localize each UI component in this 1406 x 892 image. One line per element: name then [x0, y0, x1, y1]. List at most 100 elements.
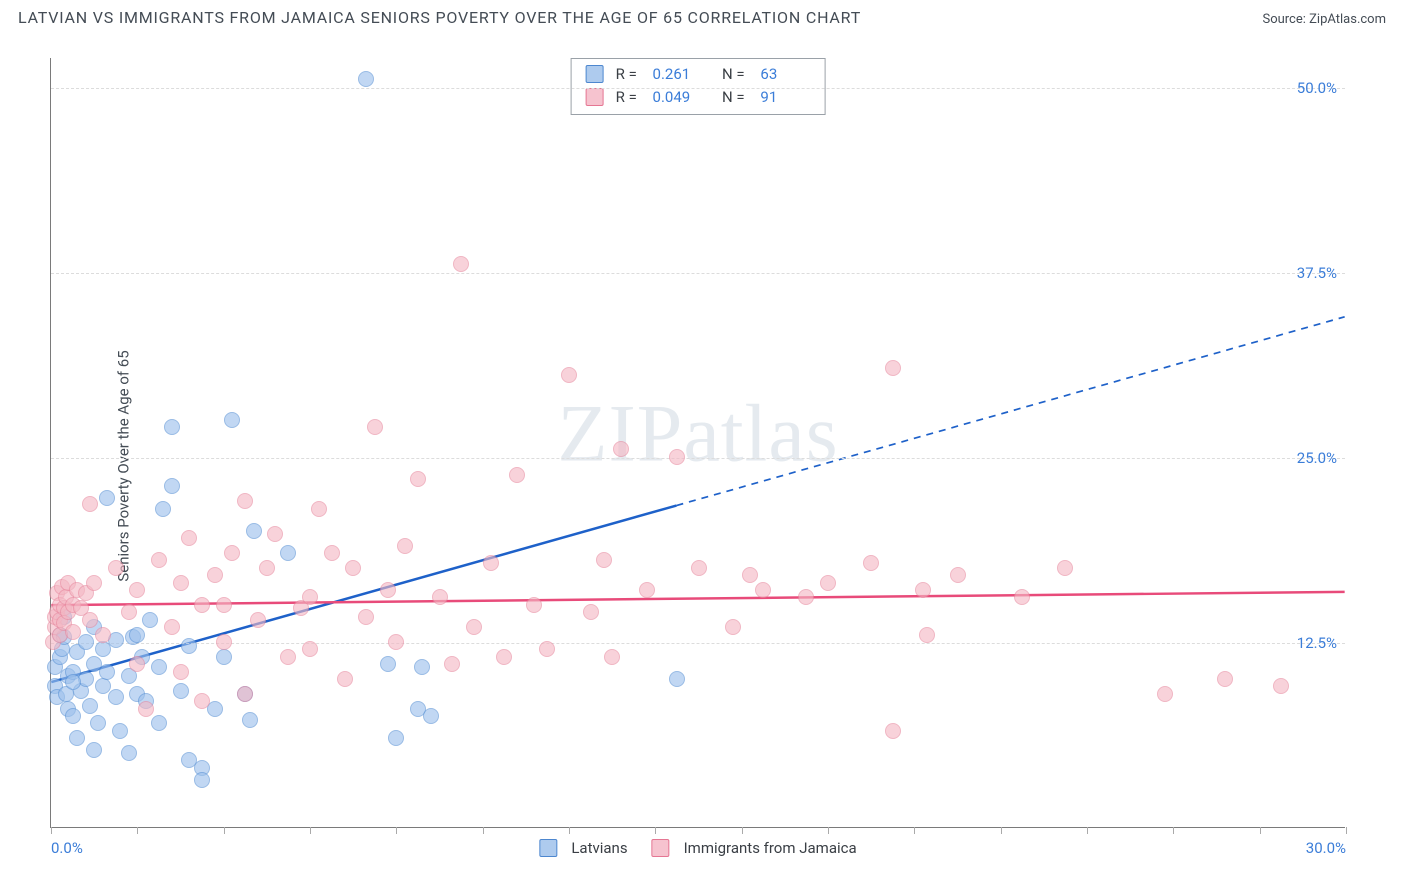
data-point-jamaica [444, 656, 460, 672]
stat-n-value: 63 [760, 63, 810, 86]
source-link[interactable]: ZipAtlas.com [1309, 12, 1386, 27]
data-point-jamaica [65, 624, 81, 640]
x-tick [1087, 827, 1088, 834]
data-point-jamaica [367, 419, 383, 435]
chart-title: LATVIAN VS IMMIGRANTS FROM JAMAICA SENIO… [18, 8, 861, 27]
data-point-jamaica [397, 538, 413, 554]
data-point-jamaica [237, 686, 253, 702]
data-point-jamaica [691, 560, 707, 576]
y-tick-label: 12.5% [1297, 634, 1337, 652]
data-point-latvians [388, 730, 404, 746]
data-point-jamaica [950, 567, 966, 583]
data-point-jamaica [725, 619, 741, 635]
data-point-jamaica [302, 589, 318, 605]
data-point-jamaica [358, 609, 374, 625]
data-point-latvians [82, 698, 98, 714]
data-point-latvians [380, 656, 396, 672]
x-tick [310, 827, 311, 834]
x-tick [1260, 827, 1261, 834]
data-point-jamaica [82, 496, 98, 512]
data-point-jamaica [138, 701, 154, 717]
x-tick [655, 827, 656, 834]
data-point-jamaica [1217, 671, 1233, 687]
data-point-jamaica [216, 597, 232, 613]
stats-row-latvians: R = 0.261 N = 63 [586, 63, 811, 86]
data-point-latvians [129, 627, 145, 643]
data-point-jamaica [267, 526, 283, 542]
data-point-jamaica [337, 671, 353, 687]
data-point-jamaica [742, 567, 758, 583]
stat-n-label: N = [722, 63, 745, 86]
data-point-jamaica [639, 582, 655, 598]
data-point-jamaica [509, 467, 525, 483]
x-tick [828, 827, 829, 834]
swatch-jamaica [652, 839, 670, 857]
data-point-jamaica [539, 641, 555, 657]
scatter-plot: ZIPatlas R = 0.261 N = 63R = 0.049 N = 9… [50, 58, 1345, 828]
source-prefix: Source: [1262, 12, 1309, 27]
data-point-jamaica [755, 582, 771, 598]
data-point-latvians [86, 742, 102, 758]
x-tick [1001, 827, 1002, 834]
legend-label: Immigrants from Jamaica [684, 839, 857, 857]
data-point-latvians [216, 649, 232, 665]
data-point-jamaica [596, 552, 612, 568]
data-point-jamaica [237, 493, 253, 509]
data-point-jamaica [194, 693, 210, 709]
gridline [51, 643, 1345, 644]
x-tick [742, 827, 743, 834]
data-point-latvians [65, 708, 81, 724]
y-tick-label: 50.0% [1297, 79, 1337, 97]
data-point-jamaica [194, 597, 210, 613]
stat-r-value: 0.261 [653, 63, 703, 86]
stat-r-label: R = [616, 63, 637, 86]
data-point-latvians [90, 715, 106, 731]
data-point-latvians [414, 659, 430, 675]
series-legend: Latvians Immigrants from Jamaica [539, 839, 856, 857]
trendline-jamaica [51, 592, 1344, 605]
trendline-latvians-extrapolated [676, 317, 1344, 506]
data-point-latvians [108, 689, 124, 705]
stats-row-jamaica: R = 0.049 N = 91 [586, 86, 811, 109]
data-point-jamaica [173, 575, 189, 591]
swatch-jamaica [586, 88, 604, 106]
data-point-jamaica [1273, 678, 1289, 694]
data-point-latvians [99, 664, 115, 680]
source-attribution: Source: ZipAtlas.com [1262, 12, 1386, 27]
data-point-latvians [246, 523, 262, 539]
swatch-latvians [586, 65, 604, 83]
watermark: ZIPatlas [557, 386, 838, 480]
data-point-jamaica [432, 589, 448, 605]
data-point-jamaica [207, 567, 223, 583]
data-point-jamaica [259, 560, 275, 576]
data-point-latvians [423, 708, 439, 724]
data-point-jamaica [885, 360, 901, 376]
x-tick [569, 827, 570, 834]
y-tick-label: 25.0% [1297, 449, 1337, 467]
y-tick-label: 37.5% [1297, 264, 1337, 282]
data-point-jamaica [885, 723, 901, 739]
data-point-jamaica [466, 619, 482, 635]
data-point-latvians [173, 683, 189, 699]
stat-n-value: 91 [760, 86, 810, 109]
data-point-jamaica [280, 649, 296, 665]
data-point-jamaica [216, 634, 232, 650]
data-point-jamaica [129, 656, 145, 672]
legend-item-latvians: Latvians [539, 839, 627, 857]
data-point-latvians [121, 745, 137, 761]
data-point-jamaica [311, 501, 327, 517]
data-point-jamaica [388, 634, 404, 650]
data-point-jamaica [86, 575, 102, 591]
x-tick [483, 827, 484, 834]
data-point-latvians [155, 501, 171, 517]
data-point-jamaica [613, 441, 629, 457]
legend-label: Latvians [571, 839, 627, 857]
data-point-jamaica [164, 619, 180, 635]
data-point-jamaica [863, 555, 879, 571]
stats-legend-box: R = 0.261 N = 63R = 0.049 N = 91 [571, 58, 826, 115]
x-tick [1173, 827, 1174, 834]
data-point-jamaica [1157, 686, 1173, 702]
data-point-jamaica [95, 627, 111, 643]
data-point-latvians [358, 71, 374, 87]
data-point-jamaica [345, 560, 361, 576]
